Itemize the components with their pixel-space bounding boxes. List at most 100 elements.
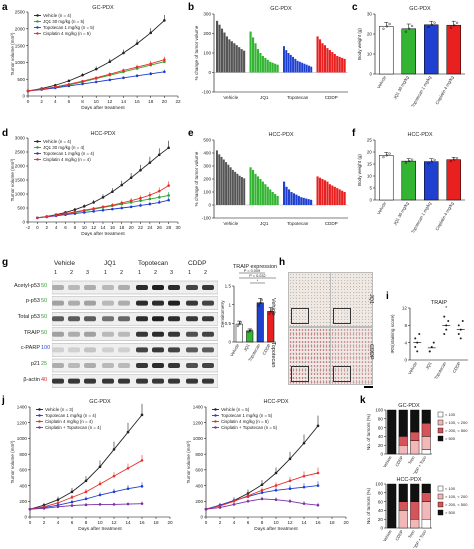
- legend-label: Vehicle (n = 4): [43, 139, 72, 144]
- data-point: [163, 60, 166, 64]
- data-point: [81, 79, 84, 83]
- x-tick-label: 14: [301, 520, 307, 525]
- data-point: [42, 507, 46, 510]
- bar: [220, 28, 224, 73]
- blot-band: [186, 300, 198, 306]
- legend-swatch: [437, 419, 444, 426]
- data-point: [135, 65, 139, 69]
- stack-segment: [421, 423, 431, 437]
- data-point: [112, 448, 116, 451]
- panel-letter-e: e: [188, 128, 194, 139]
- x-tick-label: 26: [157, 225, 163, 230]
- chart-i-traip-irs: 0 4 8 12 TRAIP IRS(staining score) Vehicle JQ1 T…: [390, 300, 468, 380]
- blot-band: [202, 347, 214, 353]
- x-tick-label: 22: [175, 99, 181, 104]
- chart-title: HCC-PDX: [396, 477, 421, 483]
- replicate-point: [455, 21, 459, 24]
- legend-marker: [38, 426, 41, 429]
- blot-band: [202, 300, 214, 306]
- legend-label: Cisplatin 4 mg/kg (n = 5): [43, 31, 91, 36]
- x-tick-label: 6: [64, 225, 67, 230]
- blot-band: [152, 363, 164, 368]
- blot-band: [136, 331, 148, 337]
- data-point: [84, 490, 88, 494]
- bar: [307, 199, 310, 205]
- replicate-point: [382, 27, 385, 30]
- y-tick-label: 5: [369, 186, 372, 191]
- blot-band: [84, 300, 96, 306]
- y-tick-label: 25: [367, 138, 373, 143]
- bar: [246, 330, 254, 343]
- bar: [261, 55, 264, 73]
- category-label: JQ1 30 mg/kg: [392, 200, 410, 226]
- data-point: [70, 504, 74, 507]
- bar: [424, 24, 439, 75]
- legend-marker: [36, 146, 39, 149]
- data-point: [288, 499, 292, 503]
- data-point: [98, 503, 102, 506]
- blot-band: [136, 347, 148, 353]
- data-point: [157, 196, 161, 199]
- lane-number: 3: [170, 270, 174, 276]
- data-point: [56, 501, 60, 505]
- bar: [321, 179, 324, 205]
- y-tick-label: 100: [203, 190, 211, 195]
- panel-letter-d: d: [2, 128, 9, 139]
- data-point: [167, 194, 170, 197]
- x-tick-label: 10: [94, 99, 100, 104]
- legend-label: > 200, < 500: [445, 428, 468, 433]
- category-label: Topo: [407, 528, 416, 539]
- stack-segment: [421, 449, 431, 455]
- data-point: [288, 479, 292, 483]
- bar: [218, 24, 221, 73]
- bar: [336, 55, 339, 73]
- data-point: [94, 80, 98, 84]
- replicate-point: [410, 158, 414, 161]
- data-point: [157, 189, 161, 193]
- y-tick-label: 200: [19, 499, 27, 504]
- data-point: [94, 67, 98, 71]
- bar: [254, 43, 257, 73]
- chart-k-gc-stacked: 0 20 40 60 80 100 GC-PDX No. of tumors (%) Vehic…: [366, 403, 468, 474]
- ihc-label-cddp: CDDP: [368, 344, 374, 360]
- legend-marker: [214, 414, 217, 417]
- blot-band: [168, 347, 180, 353]
- group-label: Vehicle: [223, 221, 238, 226]
- y-tick-label: 15: [367, 162, 373, 167]
- bar: [290, 192, 293, 205]
- y-axis-label: Tumor volume (mm³): [10, 440, 15, 483]
- y-tick-label: 1400: [17, 405, 28, 410]
- chart-f-body-weight-hcc: 0 5 10 15 20 25 HCC-PDX Body weight (g) Vehicle J…: [357, 132, 465, 234]
- data-point: [112, 490, 116, 494]
- replicate-point: [236, 324, 240, 327]
- data-point: [140, 459, 144, 462]
- data-point: [246, 494, 250, 498]
- p-value-label: P = 0.032: [249, 274, 265, 278]
- group-label: Vehicle: [223, 95, 238, 100]
- y-axis-label: % change of tumor volume: [194, 25, 199, 80]
- blot-band: [202, 331, 214, 337]
- data-point: [288, 487, 292, 491]
- blot-band: [152, 347, 164, 353]
- bar: [216, 20, 219, 73]
- data-point: [94, 76, 98, 80]
- data-point: [126, 430, 130, 434]
- bar: [225, 36, 228, 73]
- bar: [271, 62, 274, 73]
- blot-band: [202, 363, 214, 368]
- replicate-point: [408, 160, 411, 163]
- data-point: [274, 471, 278, 475]
- y-tick-label: 8: [404, 323, 407, 328]
- blot-band: [52, 347, 64, 353]
- bar: [233, 43, 236, 73]
- blot-label: TRAIP: [23, 330, 40, 336]
- data-point: [139, 199, 142, 203]
- category-label: Vehicle: [376, 74, 387, 89]
- data-point: [218, 506, 222, 509]
- chart-j-hcc-combination: 0 200 400 600 800 1000 1200 1400 0 2 4 6 8 10 12 14 16 18…: [186, 399, 349, 532]
- blot-group-topotecan: Topotecan: [138, 260, 168, 267]
- bar: [236, 173, 239, 205]
- y-tick-label: 1: [228, 302, 231, 307]
- y-tick-label: 300: [203, 12, 211, 17]
- stack-segment: [387, 409, 397, 455]
